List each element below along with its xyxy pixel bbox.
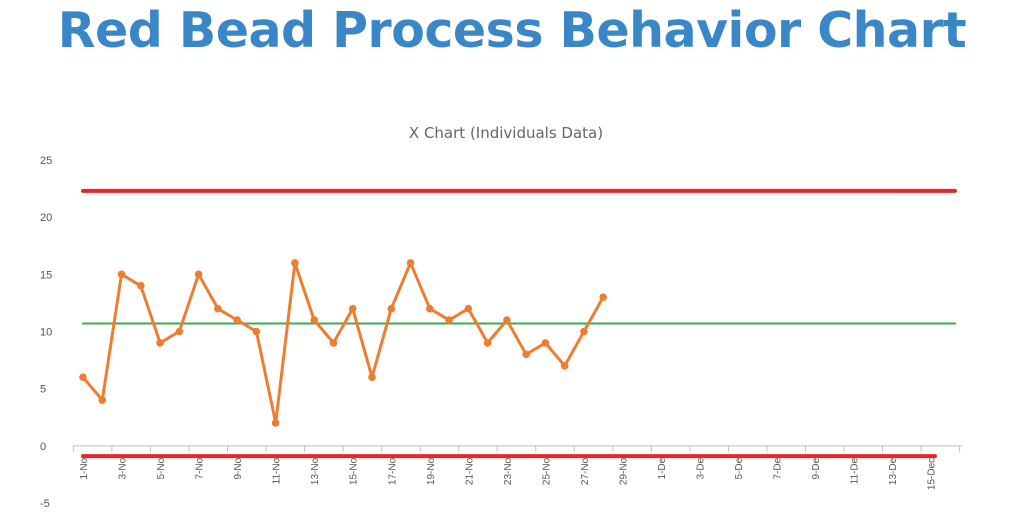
- page-title: Red Bead Process Behavior Chart: [57, 2, 967, 59]
- x-tick-label: 1-De: [657, 457, 668, 479]
- data-point: [406, 259, 415, 267]
- data-point: [348, 304, 357, 313]
- data-point: [426, 304, 434, 313]
- y-tick-label: -5: [40, 498, 50, 510]
- data-point: [387, 304, 396, 313]
- x-tick-label: 29-No: [618, 457, 629, 485]
- y-tick-label: 0: [40, 441, 46, 453]
- data-point: [252, 327, 261, 336]
- x-tick-label: 7-No: [195, 457, 206, 479]
- data-point: [368, 373, 376, 382]
- x-tick-label: 11-De: [850, 457, 861, 484]
- chart-title: X Chart (Individuals Data): [409, 124, 603, 142]
- x-tick-label: 11-No: [272, 457, 283, 484]
- data-point: [98, 396, 107, 404]
- data-point: [445, 316, 453, 324]
- data-point: [137, 281, 145, 290]
- series: [79, 259, 607, 427]
- data-point: [599, 293, 607, 302]
- x-tick-label: 9-De: [811, 457, 822, 479]
- y-tick-label: 5: [40, 384, 46, 396]
- data-point: [79, 373, 87, 382]
- y-tick-label: 25: [40, 155, 52, 167]
- data-point: [541, 339, 550, 347]
- x-axis: [72, 445, 962, 452]
- x-tick-label: 3-De: [696, 457, 707, 479]
- data-point: [329, 339, 338, 347]
- data-point: [310, 316, 319, 324]
- data-point: [233, 316, 241, 324]
- x-tick-label: 5-De: [734, 457, 745, 479]
- x-tick-label: 27-No: [580, 457, 591, 485]
- data-point: [156, 339, 164, 347]
- x-tick-label: 25-No: [541, 457, 552, 485]
- y-tick-label: 15: [40, 269, 52, 281]
- y-tick-label: 10: [40, 327, 52, 339]
- data-point: [271, 419, 280, 427]
- data-point: [483, 339, 492, 347]
- x-tick-label: 7-De: [773, 457, 784, 479]
- x-tick-label: 21-No: [464, 457, 475, 485]
- x-tick-label: 19-No: [426, 457, 437, 485]
- y-axis-ticks: -5 0 5 10 15 20 25: [40, 155, 52, 510]
- data-point: [580, 327, 588, 336]
- x-tick-label: 15-No: [349, 457, 360, 485]
- series-line: [81, 261, 605, 425]
- data-point: [464, 304, 473, 313]
- x-tick-label: 13-No: [310, 457, 321, 485]
- data-point: [175, 327, 184, 336]
- data-point: [291, 259, 299, 267]
- x-tick-label: 23-No: [503, 457, 514, 485]
- x-tick-label: 9-No: [233, 457, 244, 479]
- data-point: [194, 270, 203, 279]
- x-tick-label: 17-No: [387, 457, 398, 485]
- x-tick-label: 15-Dec: [927, 458, 938, 490]
- x-tick-label: 13-De: [888, 457, 899, 485]
- data-point: [522, 350, 530, 359]
- data-point: [117, 270, 126, 279]
- x-axis-ticks: 1-No 3-No 5-No 7-No 9-No 11-No 13-No 15-No 17-No…: [79, 457, 938, 490]
- y-tick-label: 20: [40, 212, 52, 224]
- reference-lines: [81, 188, 957, 459]
- data-point: [503, 316, 511, 324]
- x-tick-label: 3-No: [118, 457, 129, 479]
- x-tick-label: 1-No: [79, 457, 90, 479]
- data-point: [214, 304, 222, 313]
- x-tick-label: 5-No: [156, 457, 167, 479]
- data-point: [560, 362, 569, 370]
